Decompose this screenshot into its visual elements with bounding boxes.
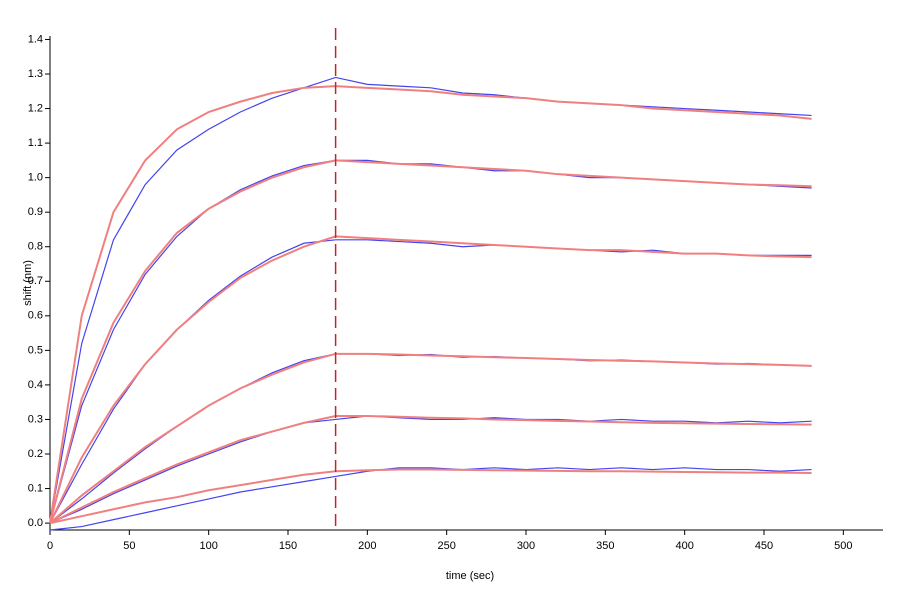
x-tick-label: 250 [437,540,455,552]
series-line [49,468,812,525]
x-axis-label: time (sec) [446,570,494,582]
series-line [49,353,812,524]
y-tick-label: 0.4 [28,379,43,391]
y-tick-label: 1.2 [28,102,43,114]
y-tick-label: 0.7 [28,275,43,287]
series-line [49,239,812,524]
series-line [49,235,812,524]
series-line [49,85,812,524]
y-tick-label: 0.2 [28,448,43,460]
y-tick-label: 0.0 [28,517,43,529]
x-tick-label: 350 [596,540,614,552]
x-tick-label: 300 [517,540,535,552]
x-tick-label: 150 [279,540,297,552]
y-tick-label: 1.4 [28,33,43,45]
y-tick-label: 0.6 [28,310,43,322]
y-tick-label: 0.9 [28,206,43,218]
x-tick-label: 0 [47,540,53,552]
series-line [49,415,812,524]
series-line [49,467,812,531]
x-tick-label: 450 [755,540,773,552]
y-tick-label: 0.8 [28,241,43,253]
x-tick-label: 100 [199,540,217,552]
y-tick-label: 1.1 [28,137,43,149]
series-line [49,159,812,524]
x-tick-label: 500 [834,540,852,552]
x-tick-label: 400 [675,540,693,552]
y-tick-label: 1.3 [28,68,43,80]
series-line [49,352,812,524]
y-tick-label: 0.3 [28,413,43,425]
y-tick-label: 0.5 [28,344,43,356]
y-tick-label: 0.1 [28,482,43,494]
y-tick-label: 1.0 [28,172,43,184]
x-tick-label: 50 [123,540,135,552]
series-line [49,415,812,524]
x-tick-label: 200 [358,540,376,552]
series-line [49,76,812,524]
y-axis-label: shift (nm) [22,260,34,306]
